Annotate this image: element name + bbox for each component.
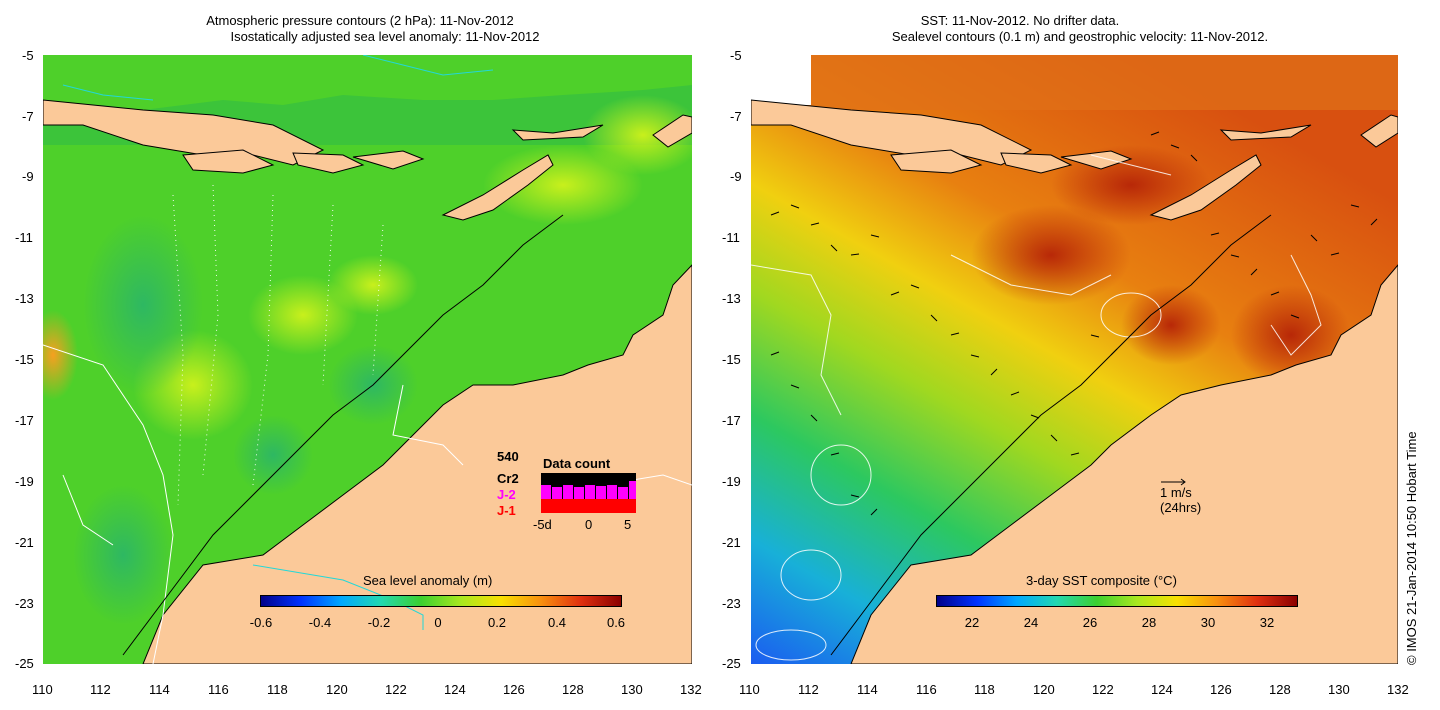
- left-cbar-tick-3: 0: [434, 615, 442, 630]
- right-cbar-tick-0: 22: [964, 615, 980, 630]
- left-cbar-tick-2: -0.2: [367, 615, 391, 630]
- scale-arrow-label: 1 m/s: [1160, 485, 1192, 500]
- left-x-tick: 130: [621, 682, 643, 697]
- data-count-value: 540: [497, 449, 519, 464]
- right-x-tick: 126: [1210, 682, 1232, 697]
- right-colorbar-label: 3-day SST composite (°C): [1026, 573, 1177, 588]
- right-x-tick: 120: [1033, 682, 1055, 697]
- left-y-tick: -15: [15, 352, 34, 367]
- left-x-tick: 112: [90, 682, 111, 697]
- right-map[interactable]: 1 m/s (24hrs) 3-day SST composite (°C) 2…: [751, 55, 1398, 664]
- right-colorbar: [936, 595, 1298, 607]
- right-y-tick: -7: [730, 109, 742, 124]
- right-cbar-tick-1: 24: [1023, 615, 1039, 630]
- left-y-tick: -21: [15, 535, 34, 550]
- left-title-line2: Isostatically adjusted sea level anomaly…: [230, 29, 540, 44]
- velocity-arrows: [770, 131, 1378, 516]
- left-y-tick: -9: [22, 169, 34, 184]
- right-y-tick: -13: [722, 291, 741, 306]
- left-y-tick: -17: [15, 413, 34, 428]
- left-colorbar-label: Sea level anomaly (m): [363, 573, 493, 588]
- left-x-tick: 132: [680, 682, 702, 697]
- right-x-tick: 110: [739, 682, 760, 697]
- left-map[interactable]: Data count 540 Cr2 J-2 J-1 -5: [43, 55, 692, 664]
- right-x-tick: 122: [1092, 682, 1114, 697]
- left-x-tick: 124: [444, 682, 466, 697]
- left-x-tick: 120: [326, 682, 348, 697]
- right-x-tick: 116: [916, 682, 937, 697]
- left-y-tick: -25: [15, 656, 34, 671]
- right-y-tick: -5: [730, 48, 742, 63]
- right-y-tick: -21: [722, 535, 741, 550]
- left-x-tick: 122: [385, 682, 407, 697]
- left-cbar-tick-1: -0.4: [308, 615, 332, 630]
- right-title-line2: Sealevel contours (0.1 m) and geostrophi…: [891, 29, 1269, 44]
- left-x-tick: 114: [149, 682, 170, 697]
- right-y-tick: -17: [722, 413, 741, 428]
- left-x-tick: 110: [32, 682, 53, 697]
- imos-credit: © IMOS 21-Jan-2014 10:50 Hobart Time: [1404, 431, 1419, 665]
- data-count-bars: [541, 473, 636, 513]
- right-y-tick: -19: [722, 474, 741, 489]
- data-count-title: Data count: [543, 456, 611, 471]
- mission-cr2: Cr2: [497, 471, 519, 486]
- left-y-tick: -11: [15, 230, 33, 245]
- mission-j1: J-1: [497, 503, 516, 518]
- left-cbar-tick-6: 0.6: [606, 615, 626, 630]
- left-x-tick: 116: [208, 682, 229, 697]
- left-x-tick: 128: [562, 682, 584, 697]
- right-x-tick: 124: [1151, 682, 1173, 697]
- right-title-line1: SST: 11-Nov-2012. No drifter data.: [920, 13, 1120, 28]
- left-title-line1: Atmospheric pressure contours (2 hPa): 1…: [206, 13, 514, 28]
- right-y-tick: -25: [722, 656, 741, 671]
- left-y-tick: -13: [15, 291, 34, 306]
- left-y-tick: -19: [15, 474, 34, 489]
- right-x-tick: 112: [798, 682, 819, 697]
- right-cbar-tick-3: 28: [1141, 615, 1157, 630]
- left-y-tick: -7: [22, 109, 34, 124]
- right-cbar-tick-4: 30: [1200, 615, 1216, 630]
- left-y-tick: -5: [22, 48, 34, 63]
- left-y-tick: -23: [15, 596, 34, 611]
- right-cbar-tick-2: 26: [1082, 615, 1098, 630]
- right-x-tick: 130: [1328, 682, 1350, 697]
- left-cbar-tick-0: -0.6: [249, 615, 273, 630]
- right-cbar-tick-5: 32: [1259, 615, 1275, 630]
- data-count-inset: Data count 540 Cr2 J-2 J-1 -5: [493, 449, 643, 535]
- scale-arrow-sublabel: (24hrs): [1160, 500, 1202, 515]
- data-count-tick-end: 5: [624, 517, 632, 532]
- mission-j2: J-2: [497, 487, 516, 502]
- right-y-tick: -9: [730, 169, 742, 184]
- left-colorbar: [260, 595, 622, 607]
- right-x-tick: 114: [857, 682, 878, 697]
- right-y-tick: -15: [722, 352, 741, 367]
- bars-red: [541, 499, 636, 513]
- left-x-tick: 126: [503, 682, 525, 697]
- right-y-tick: -11: [722, 230, 740, 245]
- left-cbar-tick-5: 0.4: [547, 615, 567, 630]
- right-map-canvas: [751, 55, 1398, 664]
- data-count-tick-start: -5d: [533, 517, 552, 532]
- left-map-canvas: [43, 55, 692, 664]
- data-count-tick-mid: 0: [585, 517, 593, 532]
- right-x-tick: 118: [974, 682, 995, 697]
- right-x-tick: 128: [1269, 682, 1291, 697]
- left-cbar-tick-4: 0.2: [487, 615, 507, 630]
- right-y-tick: -23: [722, 596, 741, 611]
- right-x-tick: 132: [1387, 682, 1409, 697]
- left-x-tick: 118: [267, 682, 288, 697]
